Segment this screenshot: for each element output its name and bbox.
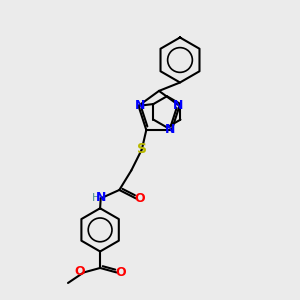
- Text: N: N: [135, 99, 145, 112]
- Text: N: N: [165, 124, 175, 136]
- Text: O: O: [75, 266, 85, 278]
- Text: N: N: [173, 99, 183, 112]
- Text: H: H: [92, 193, 100, 203]
- Text: O: O: [115, 266, 125, 279]
- Text: O: O: [134, 192, 145, 205]
- Text: S: S: [137, 142, 147, 157]
- Text: N: N: [96, 191, 106, 204]
